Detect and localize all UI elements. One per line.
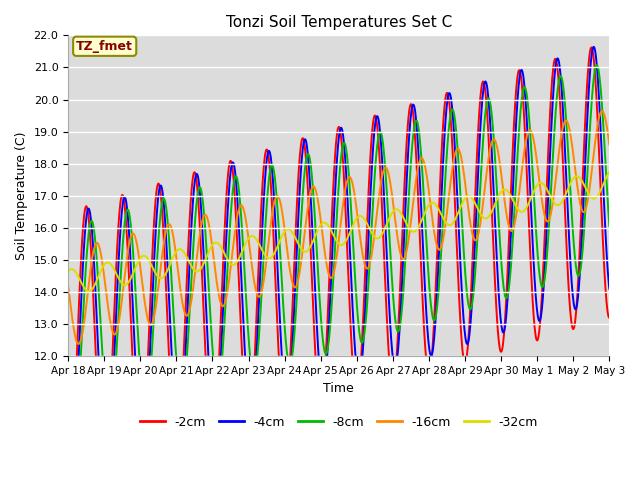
-8cm: [456, 182, 464, 188]
-8cm: [136, 354, 143, 360]
-8cm: [64, 390, 72, 396]
-16cm: [605, 142, 613, 148]
-8cm: [605, 223, 613, 229]
-16cm: [266, 229, 274, 235]
-4cm: [344, 207, 352, 213]
-2cm: [570, 324, 578, 330]
-4cm: [266, 149, 274, 155]
-16cm: [64, 283, 72, 289]
-2cm: [135, 458, 143, 464]
-32cm: [136, 257, 143, 263]
-32cm: [64, 268, 72, 274]
-16cm: [208, 243, 216, 249]
Y-axis label: Soil Temperature (C): Soil Temperature (C): [15, 132, 28, 260]
-16cm: [571, 163, 579, 169]
-4cm: [64, 459, 72, 465]
-4cm: [590, 44, 598, 50]
Line: -8cm: -8cm: [68, 65, 609, 432]
Text: TZ_fmet: TZ_fmet: [76, 40, 133, 53]
-8cm: [344, 163, 352, 168]
-16cm: [456, 149, 464, 155]
Line: -4cm: -4cm: [68, 47, 609, 471]
-32cm: [266, 255, 274, 261]
-4cm: [208, 410, 216, 416]
-8cm: [266, 169, 274, 175]
-4cm: [67, 468, 74, 474]
Line: -32cm: -32cm: [68, 172, 609, 291]
-4cm: [456, 251, 464, 256]
-32cm: [456, 205, 464, 211]
-8cm: [208, 340, 216, 346]
-2cm: [605, 315, 613, 321]
-8cm: [571, 252, 579, 258]
Title: Tonzi Soil Temperatures Set C: Tonzi Soil Temperatures Set C: [226, 15, 452, 30]
-2cm: [588, 45, 595, 50]
-8cm: [69, 429, 77, 434]
-2cm: [456, 300, 463, 306]
-32cm: [344, 234, 352, 240]
Line: -16cm: -16cm: [68, 111, 609, 344]
X-axis label: Time: Time: [323, 382, 354, 395]
-4cm: [571, 306, 579, 312]
-32cm: [571, 174, 579, 180]
-2cm: [266, 161, 273, 167]
-4cm: [136, 427, 143, 432]
-32cm: [208, 242, 216, 248]
-2cm: [208, 438, 216, 444]
-16cm: [75, 341, 83, 347]
-8cm: [593, 62, 601, 68]
-16cm: [344, 176, 352, 181]
-16cm: [598, 108, 605, 114]
-2cm: [344, 253, 351, 259]
-32cm: [605, 169, 613, 175]
-4cm: [605, 286, 613, 292]
-32cm: [85, 288, 93, 294]
-16cm: [136, 257, 143, 263]
Legend: -2cm, -4cm, -8cm, -16cm, -32cm: -2cm, -4cm, -8cm, -16cm, -32cm: [134, 411, 543, 434]
Line: -2cm: -2cm: [68, 48, 609, 480]
